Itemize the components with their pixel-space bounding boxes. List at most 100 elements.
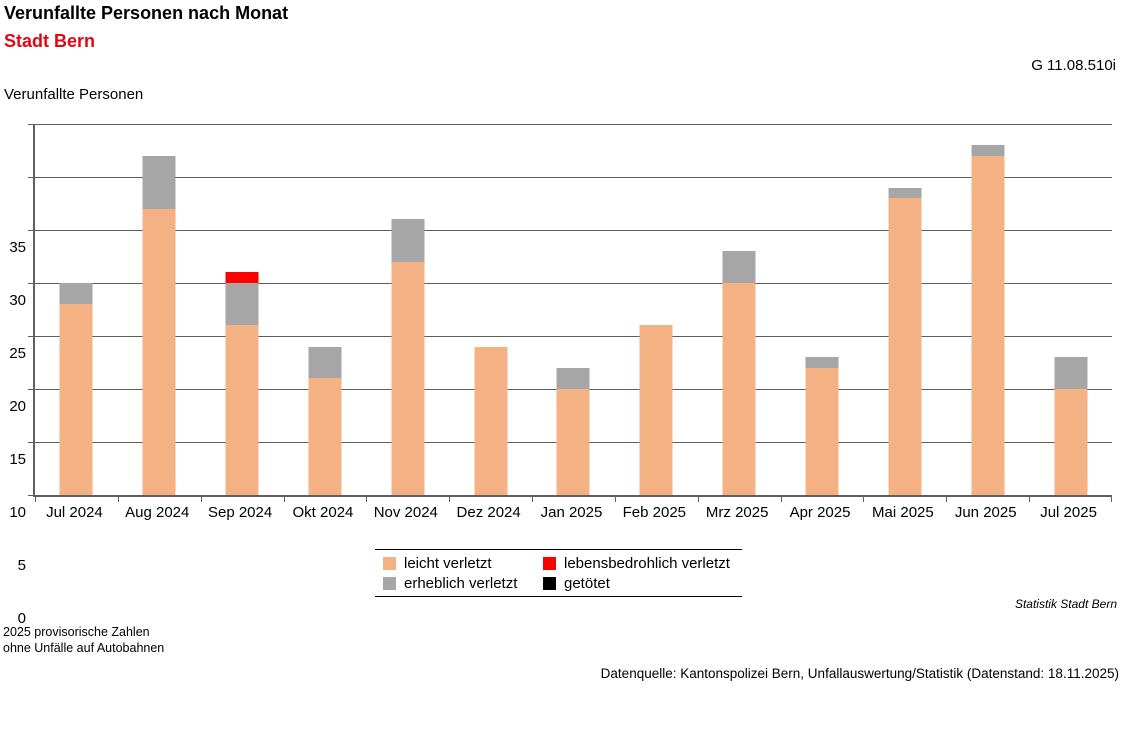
x-tick-label-dez-2024: Dez 2024 [456, 504, 521, 521]
bar-stack [142, 124, 176, 495]
x-tick-1 [117, 497, 119, 502]
x-tick-9 [780, 497, 782, 502]
bar-feb-2025 [615, 124, 698, 495]
x-tick-3 [283, 497, 285, 502]
x-tick-label-mrz-2025: Mrz 2025 [705, 504, 769, 521]
bar-nov-2024 [366, 124, 449, 495]
y-tick-label-0: 0 [17, 610, 26, 627]
y-tick-15 [28, 335, 33, 337]
bar-segment-erheblich-verletzt [805, 357, 839, 368]
legend-item-leicht-verletzt: leicht verletzt [383, 553, 543, 573]
bar-jul-2025 [1029, 124, 1112, 495]
bar-segment-leicht-verletzt [142, 208, 176, 495]
legend: leicht verletzt lebensbedrohlich verletzt… [375, 549, 742, 597]
y-tick-label-20: 20 [9, 398, 26, 415]
y-tick-label-25: 25 [9, 345, 26, 362]
x-tick-label-jan-2025: Jan 2025 [540, 504, 603, 521]
bar-stack [971, 124, 1005, 495]
legend-item-lebensbedrohlich-verletzt: lebensbedrohlich verletzt [543, 553, 742, 573]
y-tick-35 [28, 123, 33, 125]
x-tick-label-jun-2025: Jun 2025 [954, 504, 1017, 521]
y-tick-label-10: 10 [9, 504, 26, 521]
footnotes: 2025 provisorische Zahlen ohne Unfälle a… [3, 624, 164, 656]
bar-segment-leicht-verletzt [391, 261, 425, 495]
bar-segment-leicht-verletzt [308, 378, 342, 495]
bar-stack [805, 124, 839, 495]
x-tick-12 [1029, 497, 1031, 502]
x-tick-2 [200, 497, 202, 502]
bar-stack [59, 124, 93, 495]
bar-stack [722, 124, 756, 495]
bar-mrz-2025 [698, 124, 781, 495]
bar-okt-2024 [284, 124, 367, 495]
y-tick-label-5: 5 [17, 557, 26, 574]
x-tick-label-nov-2024: Nov 2024 [373, 504, 438, 521]
plot-area: 0 5 10 15 20 25 30 35 [9, 123, 1112, 627]
x-tick-label-jul-2025: Jul 2025 [1040, 504, 1097, 521]
legend-label: lebensbedrohlich verletzt [564, 554, 730, 572]
bar-apr-2025 [781, 124, 864, 495]
gridline-30 [35, 176, 1112, 178]
page-subtitle: Stadt Bern [4, 31, 96, 51]
y-tick-label-30: 30 [9, 292, 26, 309]
bar-stack [391, 124, 425, 495]
bar-stack [556, 124, 590, 495]
x-tick-11 [946, 497, 948, 502]
bar-sep-2024 [201, 124, 284, 495]
bar-segment-leicht-verletzt [556, 389, 590, 495]
x-tick-label-jul-2024: Jul 2024 [46, 504, 103, 521]
bar-segment-leicht-verletzt [971, 155, 1005, 495]
bar-stack [639, 124, 673, 495]
y-axis-labels: 0 5 10 15 20 25 30 35 [2, 239, 35, 627]
x-tick-7 [614, 497, 616, 502]
legend-label: getötet [564, 574, 610, 592]
y-tick-30 [28, 176, 33, 178]
bar-segment-erheblich-verletzt [556, 367, 590, 389]
branding-label: Statistik Stadt Bern [1014, 597, 1117, 611]
x-tick-label-aug-2024: Aug 2024 [125, 504, 190, 521]
data-source-label: Datenquelle: Kantonspolizei Bern, Unfall… [600, 666, 1119, 681]
bar-segment-erheblich-verletzt [1054, 357, 1088, 389]
bar-stack [308, 124, 342, 495]
bar-jan-2025 [532, 124, 615, 495]
legend-label: leicht verletzt [404, 554, 492, 572]
x-tick-0 [35, 497, 36, 502]
bar-segment-erheblich-verletzt [888, 187, 922, 199]
bar-jun-2025 [946, 124, 1029, 495]
bar-stack [474, 124, 508, 495]
legend-swatch-icon [383, 556, 396, 570]
x-tick-label-feb-2025: Feb 2025 [622, 504, 687, 521]
bar-segment-leicht-verletzt [1054, 389, 1088, 495]
legend-swatch-icon [543, 576, 556, 590]
bar-segment-lebensbedrohlich-verletzt [225, 272, 259, 283]
y-tick-5 [28, 441, 33, 443]
x-tick-label-apr-2025: Apr 2025 [789, 504, 851, 521]
x-tick-10 [863, 497, 865, 502]
y-axis-title: Verunfallte Personen [4, 86, 144, 103]
y-tick-label-15: 15 [9, 451, 26, 468]
bar-segment-erheblich-verletzt [971, 145, 1005, 156]
bar-segment-leicht-verletzt [639, 325, 673, 495]
bar-aug-2024 [118, 124, 201, 495]
y-tick-0 [28, 494, 33, 496]
legend-swatch-icon [543, 556, 556, 570]
x-tick-label-okt-2024: Okt 2024 [292, 504, 354, 521]
x-tick-5 [449, 497, 451, 502]
x-tick-4 [366, 497, 368, 502]
legend-item-erheblich-verletzt: erheblich verletzt [383, 573, 543, 593]
gridline-25 [35, 229, 1112, 231]
y-tick-label-35: 35 [9, 239, 26, 256]
bar-stack [225, 124, 259, 495]
bar-segment-erheblich-verletzt [142, 155, 176, 209]
gridline-15 [35, 335, 1112, 337]
bar-stack [888, 124, 922, 495]
legend-label: erheblich verletzt [404, 574, 518, 592]
x-tick-8 [697, 497, 699, 502]
chart-id-label: G 11.08.510i [1031, 57, 1116, 74]
bar-segment-leicht-verletzt [59, 304, 93, 495]
bar-segment-erheblich-verletzt [722, 251, 756, 283]
bar-mai-2025 [863, 124, 946, 495]
gridline-35 [35, 123, 1112, 125]
bar-segment-leicht-verletzt [722, 283, 756, 495]
bar-segment-erheblich-verletzt [391, 219, 425, 262]
